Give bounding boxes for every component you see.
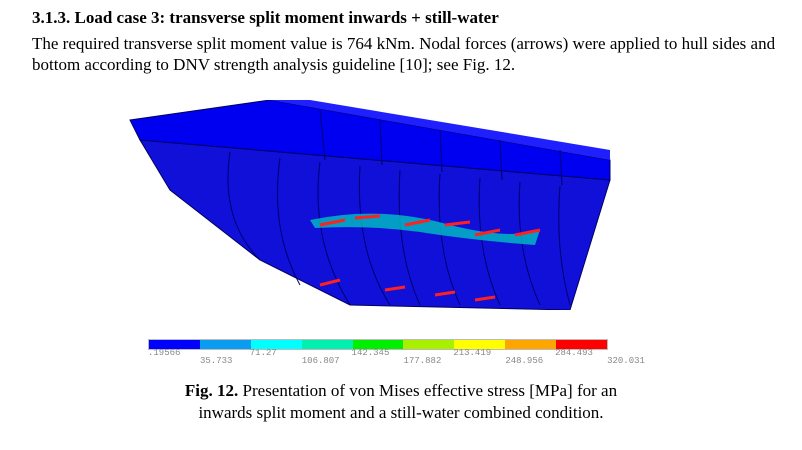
legend-swatch xyxy=(149,340,200,349)
legend-tick-label: 35.733 xyxy=(200,356,233,366)
legend-swatch xyxy=(556,340,608,349)
fe-hull-stress-plot xyxy=(129,100,611,310)
legend-tick-label: 248.956 xyxy=(505,356,544,366)
force-arrows xyxy=(319,214,541,302)
legend-swatch xyxy=(505,340,557,349)
legend-tick-label: .19566 xyxy=(148,348,181,358)
legend-swatch xyxy=(454,340,506,349)
stress-patch xyxy=(310,213,540,245)
legend-tick-label: 320.031 xyxy=(607,356,645,366)
section-heading: 3.1.3. Load case 3: transverse split mom… xyxy=(32,8,499,27)
caption-line2: inwards split moment and a still-water c… xyxy=(198,403,604,422)
deck xyxy=(129,100,611,181)
caption-label: Fig. 12. xyxy=(184,381,239,400)
legend-swatch xyxy=(250,340,302,349)
legend-tick-label: 213.419 xyxy=(453,348,492,358)
legend-tick-label: 142.345 xyxy=(351,348,390,358)
legend-swatch xyxy=(301,340,353,349)
legend-tick-label: 177.882 xyxy=(403,356,442,366)
caption-text: Presentation of von Mises effective stre… xyxy=(238,381,618,400)
legend-swatch xyxy=(199,340,251,349)
figure-caption: Fig. 12. Presentation of von Mises effec… xyxy=(0,380,802,424)
legend-swatch xyxy=(403,340,455,349)
stress-color-legend xyxy=(148,339,608,350)
legend-tick-label: 71.27 xyxy=(249,348,277,358)
body-paragraph: The required transverse split moment val… xyxy=(32,34,776,74)
legend-swatch xyxy=(352,340,404,349)
legend-tick-label: 284.493 xyxy=(555,348,593,358)
legend-tick-label: 106.807 xyxy=(301,356,340,366)
